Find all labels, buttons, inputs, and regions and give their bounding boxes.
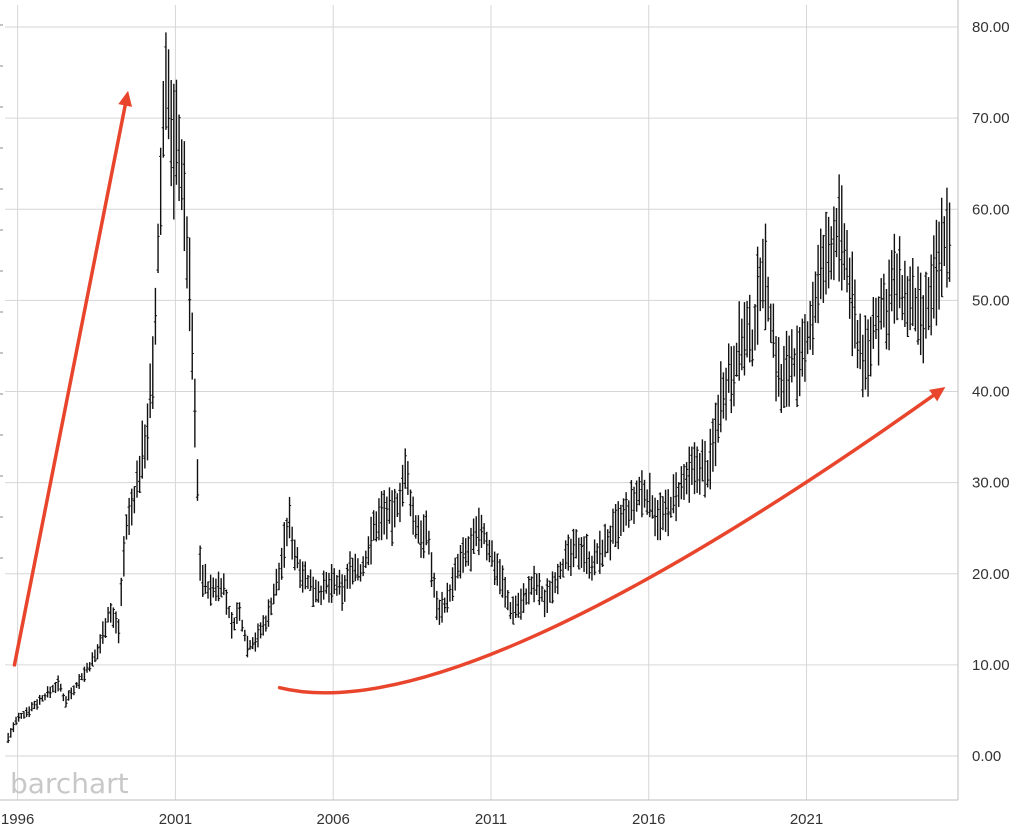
x-tick-label: 2011 xyxy=(475,811,507,828)
y-tick-label: 30.00 xyxy=(972,475,1010,492)
price-bars xyxy=(6,32,952,744)
x-tick-label: 2016 xyxy=(632,811,665,828)
recovery-arrow-head xyxy=(929,386,946,402)
barchart-logo: barchart xyxy=(10,767,129,800)
rise-arrow-head xyxy=(118,90,133,107)
x-tick-label: 1996 xyxy=(1,811,34,828)
recovery-arrow-curve xyxy=(277,390,939,695)
x-tick-label: 2006 xyxy=(316,811,349,828)
grid-lines xyxy=(5,5,958,800)
x-tick-label: 2021 xyxy=(790,811,823,828)
rise-arrow-line xyxy=(12,98,128,667)
y-tick-label: 60.00 xyxy=(972,201,1010,218)
y-tick-label: 50.00 xyxy=(972,292,1010,309)
trend-arrows xyxy=(12,90,946,695)
y-tick-label: 20.00 xyxy=(972,566,1010,583)
x-tick-label: 2001 xyxy=(159,811,192,828)
y-tick-label: 0.00 xyxy=(972,748,1001,765)
axes: 0.00 10.00 20.00 30.00 40.00 50.00 60.00 70.00 8… xyxy=(0,0,1010,828)
y-tick-label: 80.00 xyxy=(972,19,1010,36)
y-tick-label: 10.00 xyxy=(972,657,1010,674)
y-tick-label: 70.00 xyxy=(972,110,1010,127)
y-tick-label: 40.00 xyxy=(972,384,1010,401)
